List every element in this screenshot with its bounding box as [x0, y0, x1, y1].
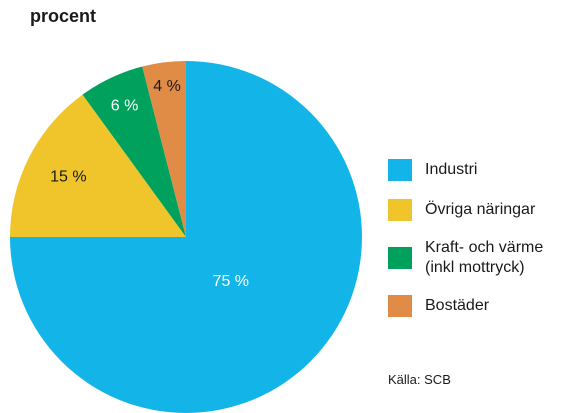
- slice-label: 75 %: [213, 273, 249, 290]
- legend-label: Övriga näringar: [425, 201, 536, 218]
- legend: Industri Övriga näringar Kraft- och värme …: [388, 159, 558, 317]
- legend-item: Bostäder: [388, 295, 558, 317]
- pie-slice: [82, 66, 186, 238]
- chart-title: procent: [30, 6, 97, 26]
- slice-label: 15 %: [50, 168, 86, 185]
- slice-label: 4 %: [153, 78, 181, 95]
- legend-label: Industri: [425, 161, 478, 178]
- pie-slice: [142, 61, 186, 237]
- legend-item: Kraft- och värme (inkl mottryck): [388, 238, 558, 278]
- pie-slice: [10, 94, 186, 237]
- legend-swatch: [388, 159, 412, 181]
- legend-item: Industri: [388, 159, 558, 181]
- pie-chart: 75 % 15 % 6 % 4 %: [10, 61, 362, 413]
- legend-item: Övriga näringar: [388, 199, 558, 221]
- legend-label: Kraft- och värme (inkl mottryck): [425, 239, 544, 276]
- legend-swatch: [388, 199, 412, 221]
- legend-label: Bostäder: [425, 297, 490, 314]
- legend-swatch: [388, 295, 412, 317]
- legend-swatch: [388, 247, 412, 269]
- source: Källa: SCB: [388, 372, 451, 387]
- slice-label: 6 %: [111, 98, 139, 115]
